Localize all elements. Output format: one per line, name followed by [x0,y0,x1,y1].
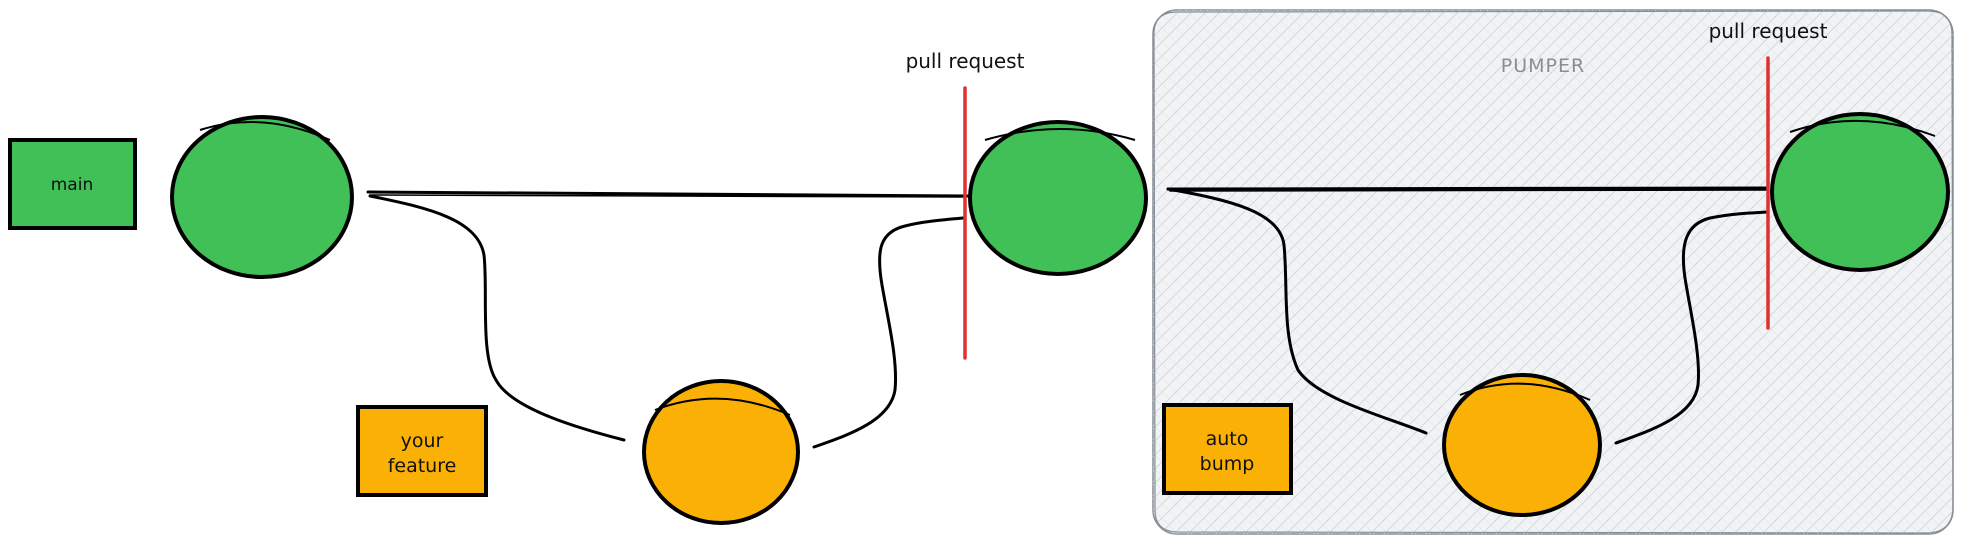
feature-branch-in [812,216,965,449]
connections [366,186,1770,449]
main-commit-3-sketch [1789,119,1936,137]
branch-label-your-feature-line-2: feature [388,455,457,477]
main-line-2 [1166,186,1770,191]
main-line-2-sketch [1169,189,1767,192]
main-commit-2-sketch [984,128,1136,141]
branch-label-main: main [8,138,137,230]
pumper-group-outline [1153,10,1954,534]
auto-bump-branch-in [1614,210,1770,445]
pumper-group-hatch [1153,10,1953,534]
branch-label-auto-bump: auto bump [1162,403,1293,495]
main-line-1-sketch [369,194,967,198]
main-commit-1-sketch [199,121,331,141]
branch-label-main-text: main [51,175,93,195]
feature-commit [642,379,800,525]
pumper-title: PUMPER [1501,55,1585,77]
branch-label-main-box [8,138,137,230]
branch-label-your-feature: your feature [356,405,488,497]
branch-label-auto-bump-line-1: auto [1206,428,1249,450]
branch-label-auto-bump-box [1162,403,1293,495]
pull-request-markers [963,56,1770,360]
main-commit-2 [968,120,1148,276]
feature-commit-sketch [654,397,791,416]
branch-label-your-feature-line-1: your [401,430,444,452]
pumper-group: PUMPER [1152,9,1954,535]
auto-bump-commit-sketch [1459,382,1591,401]
auto-bump-branch-out [1166,187,1428,435]
main-commit-1 [170,115,354,279]
feature-branch-out [368,194,626,442]
pull-request-label-2: pull request [1709,19,1828,43]
main-commit-3 [1770,112,1950,272]
branch-label-auto-bump-line-2: bump [1200,453,1255,475]
main-line-1 [366,190,970,198]
pull-request-label-1: pull request [906,49,1025,73]
auto-bump-commit [1442,373,1602,517]
branch-label-your-feature-box [356,405,488,497]
commit-nodes [170,112,1950,525]
